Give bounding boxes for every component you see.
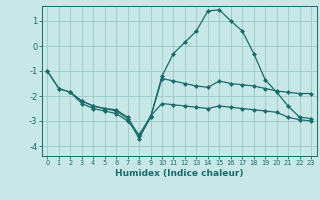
X-axis label: Humidex (Indice chaleur): Humidex (Indice chaleur) [115,169,244,178]
